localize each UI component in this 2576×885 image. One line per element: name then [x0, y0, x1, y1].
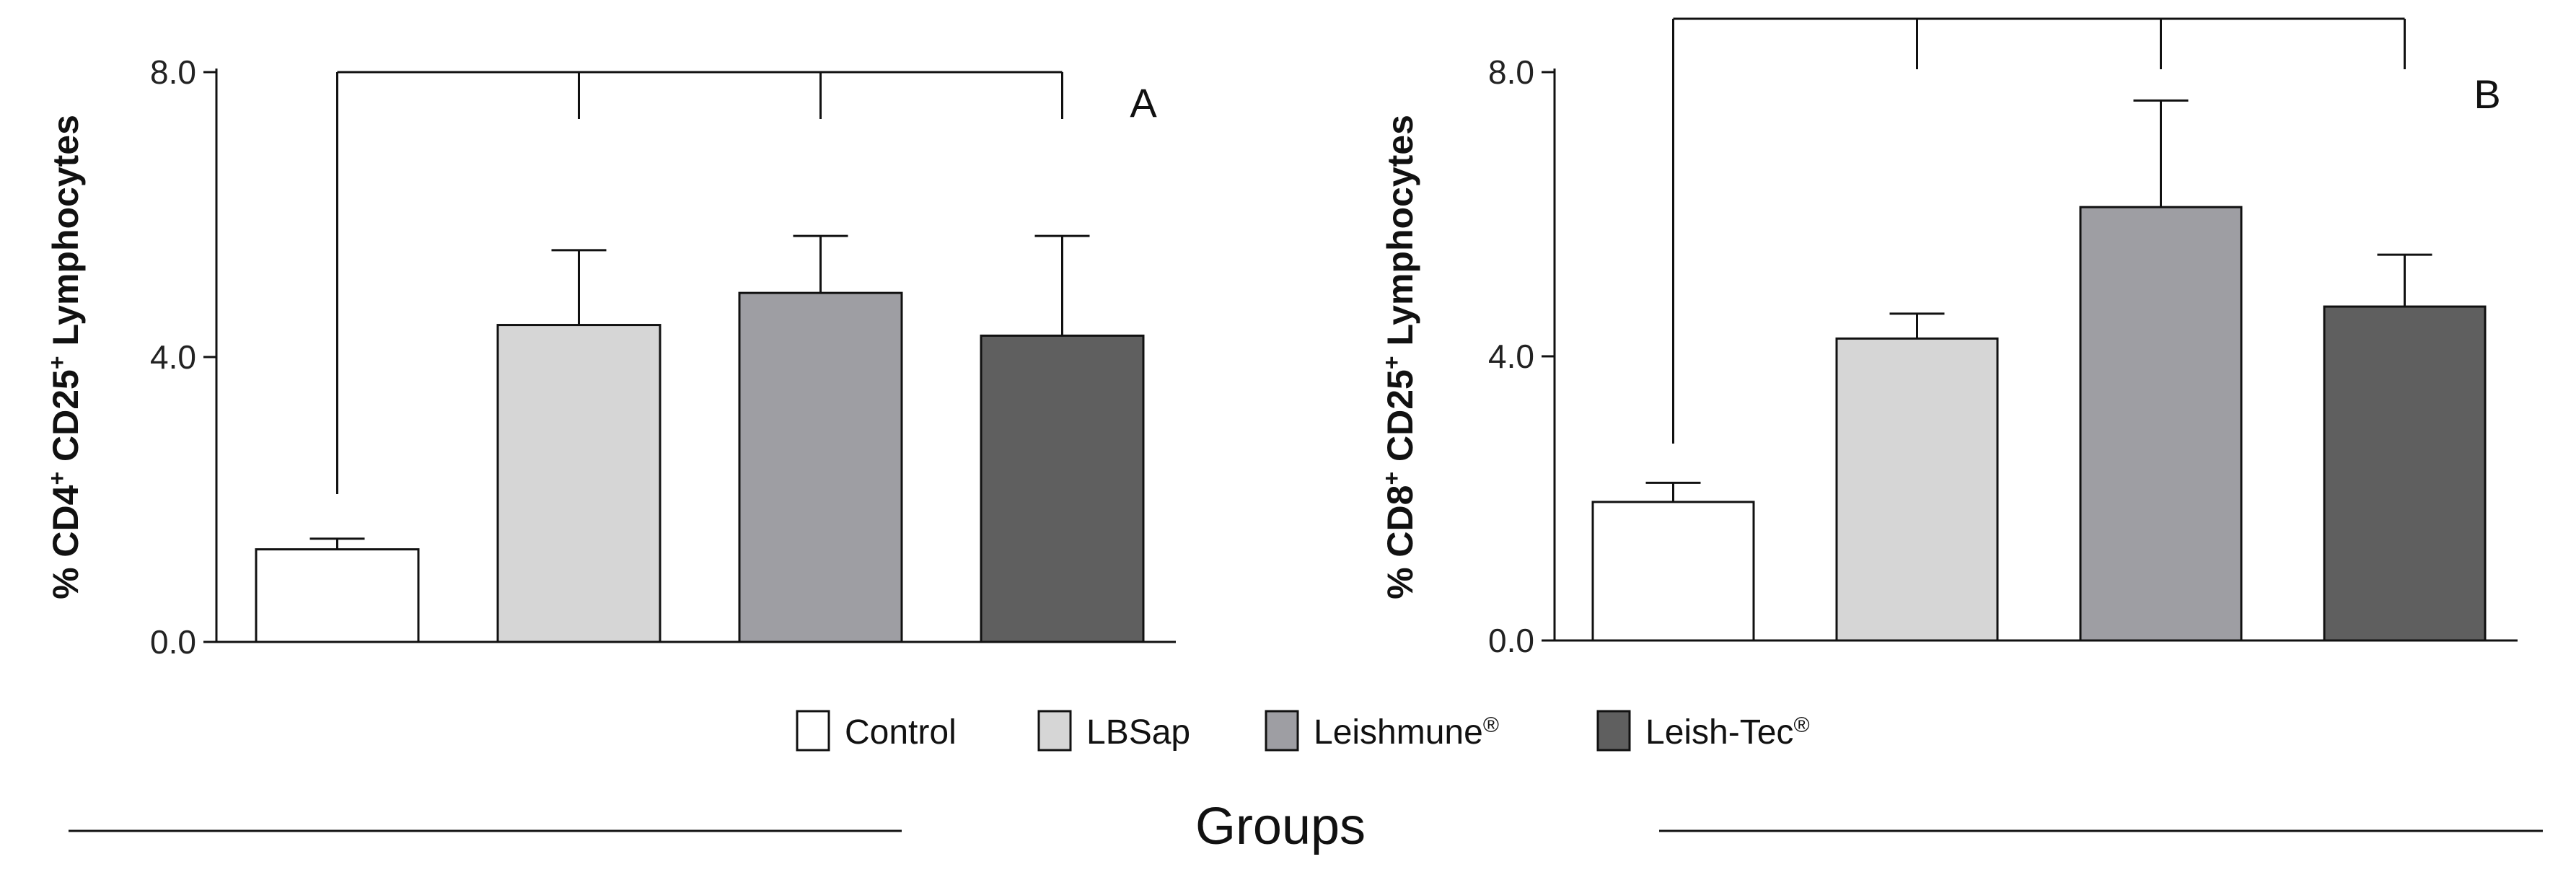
- y-axis-label-part: % CD4: [45, 485, 86, 599]
- legend-label-text: LBSap: [1086, 713, 1190, 752]
- bar-leishmune-: [2079, 206, 2243, 642]
- bar-leish-tec-: [2323, 305, 2487, 642]
- legend-label: Control: [845, 713, 957, 752]
- y-axis-label-superscript: +: [44, 472, 70, 485]
- y-tick-label: 4.0: [1488, 338, 1534, 375]
- legend-label: Leishmune®: [1314, 713, 1499, 752]
- y-axis-label-superscript: +: [1379, 472, 1405, 485]
- y-axis-label-superscript: +: [44, 356, 70, 369]
- y-axis-label: % CD8+ CD25+ Lymphocytes: [1379, 115, 1420, 599]
- panel-b-chart: 0.04.08.0 B% CD8+ CD25+ Lymphocytes: [1379, 17, 2518, 659]
- y-axis-label-part: Lymphocytes: [45, 115, 86, 356]
- y-tick-label: 4.0: [150, 338, 196, 376]
- y-axis-label-superscript: +: [1379, 356, 1405, 369]
- legend-label-text: Leish-Tec: [1645, 713, 1793, 752]
- y-tick-label: 8.0: [150, 53, 196, 91]
- legend-label-text: Leishmune: [1314, 713, 1483, 752]
- bar-lbsap: [496, 324, 661, 643]
- legend: Control LBSap Leishmune® Leish-Tec®: [796, 710, 1810, 752]
- y-axis-label-part: CD25: [1380, 369, 1420, 472]
- y-axis-label-part: Lymphocytes: [1380, 115, 1420, 356]
- groups-axis-label: Groups: [69, 798, 2543, 855]
- bar-leishmune-: [738, 291, 903, 643]
- legend-swatch-lbsap: [1037, 710, 1072, 752]
- y-tick-label: 0.0: [1488, 622, 1534, 659]
- y-axis-label-part: % CD8: [1380, 485, 1420, 599]
- legend-label: LBSap: [1086, 713, 1190, 752]
- panel-letter: A: [1130, 80, 1157, 126]
- groups-label: Groups: [1195, 798, 1366, 855]
- legend-swatch-leish-tec: [1596, 710, 1631, 752]
- bar-lbsap: [1835, 337, 1999, 642]
- legend-label: Leish-Tec®: [1645, 713, 1810, 752]
- bar-control: [1591, 501, 1755, 642]
- legend-label-text: Control: [845, 713, 957, 752]
- legend-label-superscript: ®: [1793, 713, 1809, 737]
- legend-swatch-control: [796, 710, 830, 752]
- y-tick-label: 0.0: [150, 623, 196, 661]
- panel-a-chart: 0.04.08.0A% CD4+ CD25+ Lymphocytes: [44, 53, 1176, 661]
- legend-label-superscript: ®: [1483, 713, 1499, 737]
- y-tick-label: 8.0: [1488, 53, 1534, 91]
- y-axis-label: % CD4+ CD25+ Lymphocytes: [44, 115, 86, 599]
- bar-leish-tec-: [980, 334, 1145, 643]
- y-axis-label-part: CD25: [45, 369, 86, 472]
- bar-control: [255, 548, 420, 643]
- legend-swatch-leishmune: [1265, 710, 1299, 752]
- panel-letter: B: [2474, 71, 2500, 117]
